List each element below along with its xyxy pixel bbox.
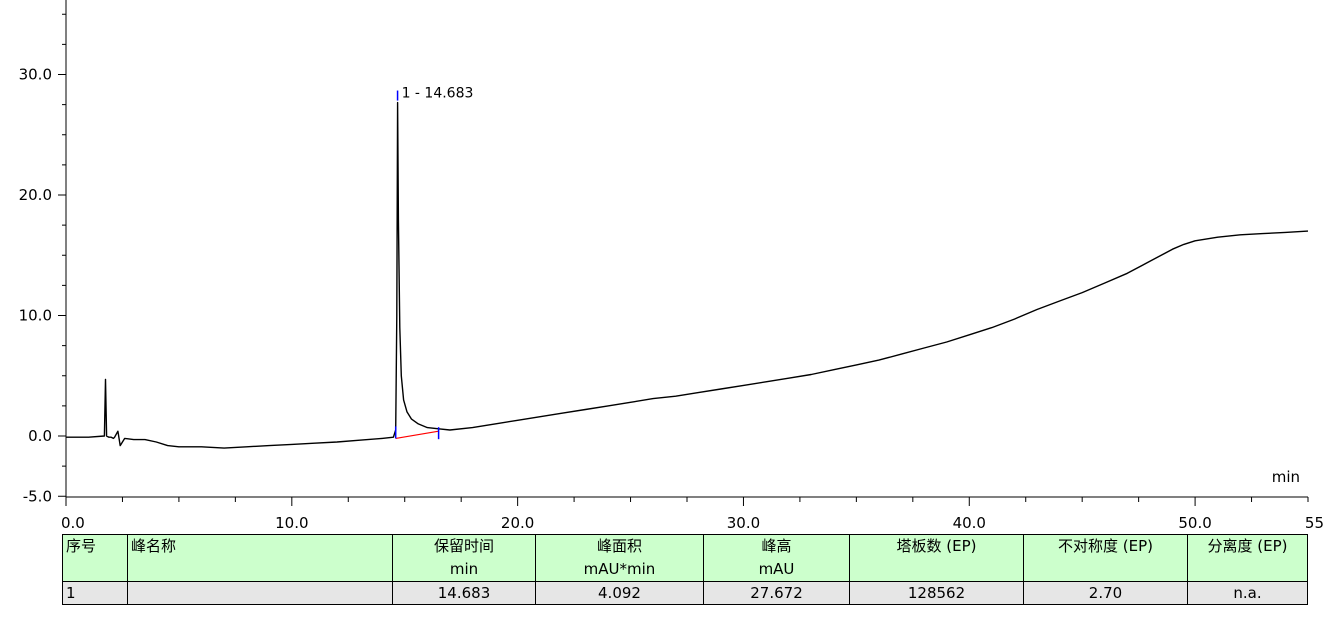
x-tick-label: 30.0	[727, 514, 760, 532]
table-units-row: min mAU*min mAU	[62, 559, 1308, 582]
cell-asymmetry: 2.70	[1023, 581, 1188, 605]
header-asymmetry: 不对称度 (EP)	[1023, 534, 1188, 559]
peak-annotations: 1 - 14.683	[394, 86, 474, 440]
chromatogram-chart: -5.0 0.0 10.0 20.0 30.0 0.0 10.0 20.0 30.0 40.0 5…	[19, 0, 1324, 532]
y-tick-label: 30.0	[19, 66, 52, 84]
unit-plate-count	[849, 559, 1024, 582]
unit-peak-height: mAU	[703, 559, 850, 582]
series-group	[66, 101, 1309, 449]
header-peak-area: 峰面积	[535, 534, 704, 559]
cell-plate-count: 128562	[849, 581, 1024, 605]
unit-retention-time: min	[392, 559, 536, 582]
unit-resolution	[1187, 559, 1308, 582]
results-table: 序号 峰名称 保留时间 峰面积 峰高 塔板数 (EP) 不对称度 (EP) 分离…	[62, 534, 1308, 605]
header-peak-name: 峰名称	[127, 534, 393, 559]
cell-peak-height: 27.672	[703, 581, 850, 605]
header-index: 序号	[62, 534, 128, 559]
table-header-row: 序号 峰名称 保留时间 峰面积 峰高 塔板数 (EP) 不对称度 (EP) 分离…	[62, 534, 1308, 559]
header-plate-count: 塔板数 (EP)	[849, 534, 1024, 559]
x-tick-label: 40.0	[953, 514, 986, 532]
y-tick-label: 0.0	[28, 427, 52, 445]
x-tick-label: 55	[1305, 514, 1324, 532]
y-tick-label: 10.0	[19, 307, 52, 325]
unit-index	[62, 559, 128, 582]
peak-baseline	[395, 430, 439, 440]
x-ticks: 0.0 10.0 20.0 30.0 40.0 50.0 55	[61, 497, 1324, 532]
table-row: 1 14.683 4.092 27.672 128562 2.70 n.a.	[62, 581, 1308, 605]
header-retention-time: 保留时间	[392, 534, 536, 559]
cell-index: 1	[62, 581, 128, 605]
x-tick-label: 50.0	[1178, 514, 1211, 532]
unit-peak-name	[127, 559, 393, 582]
header-resolution: 分离度 (EP)	[1187, 534, 1308, 559]
y-tick-label: 20.0	[19, 186, 52, 204]
cell-resolution: n.a.	[1187, 581, 1308, 605]
y-ticks: -5.0 0.0 10.0 20.0 30.0	[19, 13, 66, 505]
header-peak-height: 峰高	[703, 534, 850, 559]
x-tick-label: 10.0	[275, 514, 308, 532]
cell-peak-area: 4.092	[535, 581, 704, 605]
unit-peak-area: mAU*min	[535, 559, 704, 582]
cell-retention-time: 14.683	[392, 581, 536, 605]
x-axis-label: min	[1272, 468, 1300, 486]
unit-asymmetry	[1023, 559, 1188, 582]
x-tick-label: 20.0	[501, 514, 534, 532]
peak-label: 1 - 14.683	[402, 86, 474, 102]
x-tick-label: 0.0	[61, 514, 85, 532]
y-tick-label: -5.0	[23, 487, 52, 505]
chromatogram-trace	[66, 101, 1309, 449]
chart-axes	[65, 0, 1308, 498]
cell-peak-name	[127, 581, 393, 605]
